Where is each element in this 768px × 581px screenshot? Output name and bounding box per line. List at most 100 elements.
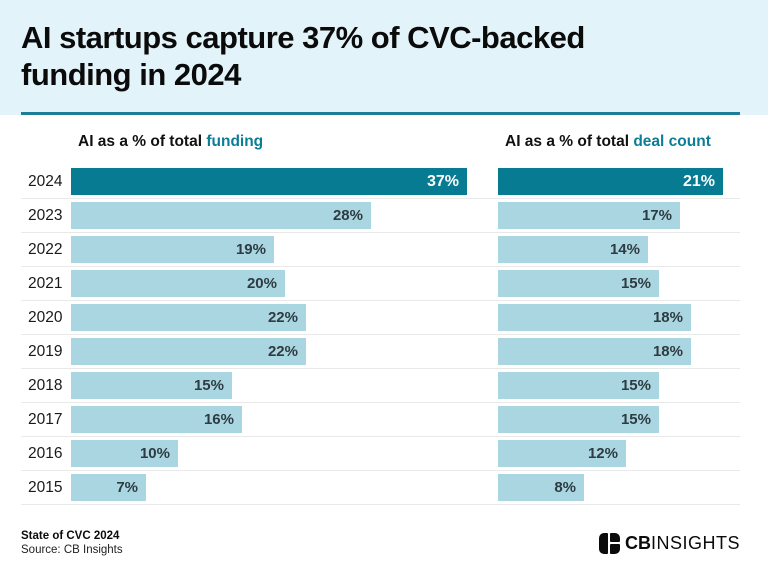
year-label: 2023 bbox=[28, 206, 63, 224]
funding-header-prefix: AI as a % of total bbox=[78, 133, 207, 150]
funding-value-label: 22% bbox=[267, 309, 298, 326]
year-label: 2022 bbox=[28, 240, 63, 258]
funding-bar-area: 20% bbox=[71, 270, 478, 297]
funding-value-label: 19% bbox=[235, 241, 266, 258]
footer-notes: State of CVC 2024 Source: CB Insights bbox=[21, 530, 123, 556]
deal-count-bar-area: 21% bbox=[498, 168, 740, 195]
table-row: 2018 15% 15% bbox=[21, 369, 740, 403]
funding-value-label: 28% bbox=[332, 207, 363, 224]
deal-count-bar-area: 15% bbox=[498, 372, 740, 399]
source-note: Source: CB Insights bbox=[21, 544, 123, 556]
year-label: 2024 bbox=[28, 172, 63, 190]
deal-count-value-label: 15% bbox=[620, 275, 651, 292]
deal-count-bar: 15% bbox=[498, 406, 659, 433]
funding-bar-area: 22% bbox=[71, 338, 478, 365]
table-row: 2017 16% 15% bbox=[21, 403, 740, 437]
funding-value-label: 7% bbox=[116, 479, 138, 496]
deal-count-bar: 15% bbox=[498, 372, 659, 399]
funding-bar: 7% bbox=[71, 474, 146, 501]
funding-bar-area: 19% bbox=[71, 236, 478, 263]
funding-bar: 22% bbox=[71, 304, 306, 331]
funding-bar-area: 10% bbox=[71, 440, 478, 467]
deal-count-bar: 12% bbox=[498, 440, 626, 467]
funding-bar: 15% bbox=[71, 372, 232, 399]
funding-value-label: 15% bbox=[193, 377, 224, 394]
report-title: State of CVC 2024 bbox=[21, 530, 120, 542]
deal-count-value-label: 15% bbox=[620, 377, 651, 394]
page-title: AI startups capture 37% of CVC-backed fu… bbox=[0, 0, 768, 93]
year-label: 2016 bbox=[28, 444, 63, 462]
deal-count-value-label: 18% bbox=[652, 343, 683, 360]
year-label: 2017 bbox=[28, 410, 63, 428]
deal-count-value-label: 15% bbox=[620, 411, 651, 428]
funding-bar: 16% bbox=[71, 406, 242, 433]
year-label: 2020 bbox=[28, 308, 63, 326]
deal-count-bar-area: 18% bbox=[498, 338, 740, 365]
dual-bar-chart: AI as a % of total funding AI as a % of … bbox=[0, 115, 768, 505]
year-label: 2018 bbox=[28, 376, 63, 394]
funding-bar: 10% bbox=[71, 440, 178, 467]
deal-count-value-label: 18% bbox=[652, 309, 683, 326]
footer: State of CVC 2024 Source: CB Insights CB… bbox=[0, 530, 768, 556]
cbinsights-logo: CB INSIGHTS bbox=[598, 532, 740, 554]
table-row: 2024 37% 21% bbox=[21, 165, 740, 199]
funding-bar-area: 7% bbox=[71, 474, 478, 501]
deal-count-bar-area: 17% bbox=[498, 202, 740, 229]
cbinsights-logo-icon bbox=[598, 532, 620, 554]
deal-count-value-label: 12% bbox=[587, 445, 618, 462]
table-row: 2020 22% 18% bbox=[21, 301, 740, 335]
table-row: 2023 28% 17% bbox=[21, 199, 740, 233]
deal-count-bar: 8% bbox=[498, 474, 584, 501]
funding-bar: 37% bbox=[71, 168, 467, 195]
funding-bar-area: 22% bbox=[71, 304, 478, 331]
funding-bar: 20% bbox=[71, 270, 285, 297]
year-label: 2019 bbox=[28, 342, 63, 360]
funding-bar: 19% bbox=[71, 236, 274, 263]
table-row: 2016 10% 12% bbox=[21, 437, 740, 471]
deal-count-value-label: 14% bbox=[609, 241, 640, 258]
deal-count-bar: 14% bbox=[498, 236, 648, 263]
deal-count-header-accent: deal count bbox=[633, 133, 711, 150]
deal-count-bar: 17% bbox=[498, 202, 680, 229]
deal-count-bar-area: 15% bbox=[498, 406, 740, 433]
deal-count-bar: 15% bbox=[498, 270, 659, 297]
column-headers: AI as a % of total funding AI as a % of … bbox=[21, 133, 740, 151]
funding-bar-area: 16% bbox=[71, 406, 478, 433]
deal-count-column-header: AI as a % of total deal count bbox=[498, 133, 740, 151]
funding-bar-area: 28% bbox=[71, 202, 478, 229]
funding-bar-area: 37% bbox=[71, 168, 478, 195]
funding-value-label: 37% bbox=[426, 172, 459, 190]
table-row: 2021 20% 15% bbox=[21, 267, 740, 301]
funding-header-accent: funding bbox=[206, 133, 264, 150]
header-divider bbox=[21, 112, 740, 115]
deal-count-bar: 21% bbox=[498, 168, 723, 195]
deal-count-bar-area: 18% bbox=[498, 304, 740, 331]
deal-count-bar-area: 12% bbox=[498, 440, 740, 467]
deal-count-bar: 18% bbox=[498, 304, 691, 331]
funding-value-label: 16% bbox=[203, 411, 234, 428]
deal-count-bar-area: 15% bbox=[498, 270, 740, 297]
deal-count-value-label: 21% bbox=[682, 172, 715, 190]
funding-value-label: 22% bbox=[267, 343, 298, 360]
logo-text-cb: CB bbox=[624, 532, 651, 553]
page-title-line1: AI startups capture 37% of CVC-backed bbox=[21, 20, 585, 55]
funding-bar-area: 15% bbox=[71, 372, 478, 399]
table-row: 2019 22% 18% bbox=[21, 335, 740, 369]
table-row: 2015 7% 8% bbox=[21, 471, 740, 505]
funding-value-label: 20% bbox=[246, 275, 277, 292]
year-label: 2021 bbox=[28, 274, 63, 292]
logo-text-insights: INSIGHTS bbox=[650, 532, 740, 553]
year-label: 2015 bbox=[28, 478, 63, 496]
funding-column-header: AI as a % of total funding bbox=[71, 133, 478, 151]
deal-count-header-prefix: AI as a % of total bbox=[505, 133, 634, 150]
deal-count-bar-area: 14% bbox=[498, 236, 740, 263]
funding-value-label: 10% bbox=[139, 445, 170, 462]
header-band: AI startups capture 37% of CVC-backed fu… bbox=[0, 0, 768, 115]
table-row: 2022 19% 14% bbox=[21, 233, 740, 267]
page-title-line2: funding in 2024 bbox=[21, 57, 241, 92]
deal-count-bar-area: 8% bbox=[498, 474, 740, 501]
funding-bar: 28% bbox=[71, 202, 371, 229]
funding-bar: 22% bbox=[71, 338, 306, 365]
bar-rows: 2024 37% 21% 2023 28% 17% 2022 bbox=[21, 165, 740, 505]
